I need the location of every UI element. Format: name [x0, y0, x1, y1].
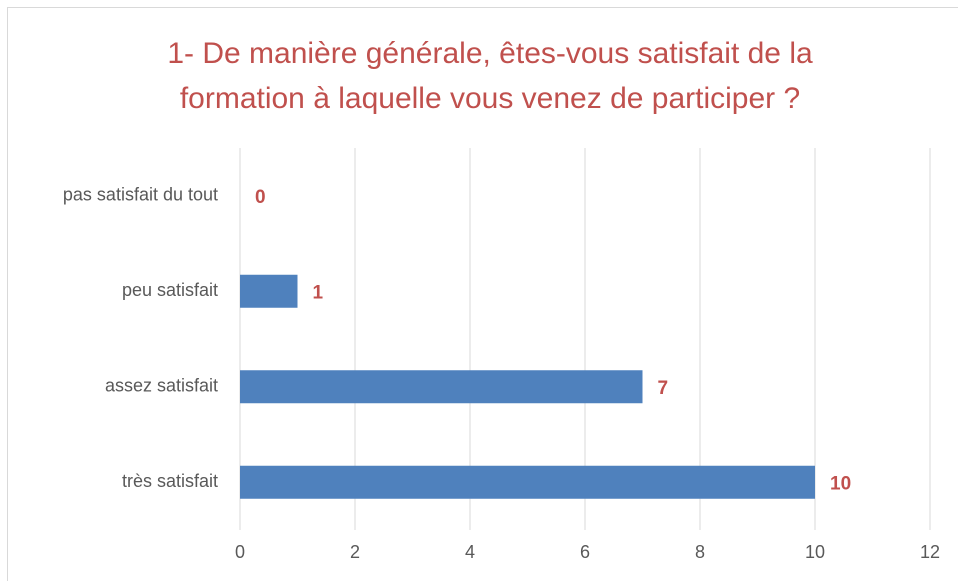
chart-title: formation à laquelle vous venez de parti…	[180, 82, 800, 115]
data-label: 7	[658, 378, 669, 399]
data-label: 0	[255, 187, 266, 208]
x-tick-label: 0	[235, 542, 245, 562]
x-tick-label: 6	[580, 542, 590, 562]
x-tick-label: 12	[920, 542, 940, 562]
y-tick-label: pas satisfait du tout	[63, 185, 218, 205]
y-tick-label: assez satisfait	[105, 376, 218, 396]
bar	[240, 274, 298, 308]
data-label: 10	[830, 473, 851, 494]
chart-title: 1- De manière générale, êtes-vous satisf…	[167, 37, 813, 70]
bar	[240, 465, 815, 499]
x-tick-label: 8	[695, 542, 705, 562]
data-label: 1	[313, 282, 324, 303]
x-tick-label: 2	[350, 542, 360, 562]
x-tick-label: 10	[805, 542, 825, 562]
y-tick-label: peu satisfait	[122, 280, 218, 300]
x-tick-label: 4	[465, 542, 475, 562]
bar	[240, 370, 643, 404]
y-tick-label: très satisfait	[122, 471, 218, 491]
